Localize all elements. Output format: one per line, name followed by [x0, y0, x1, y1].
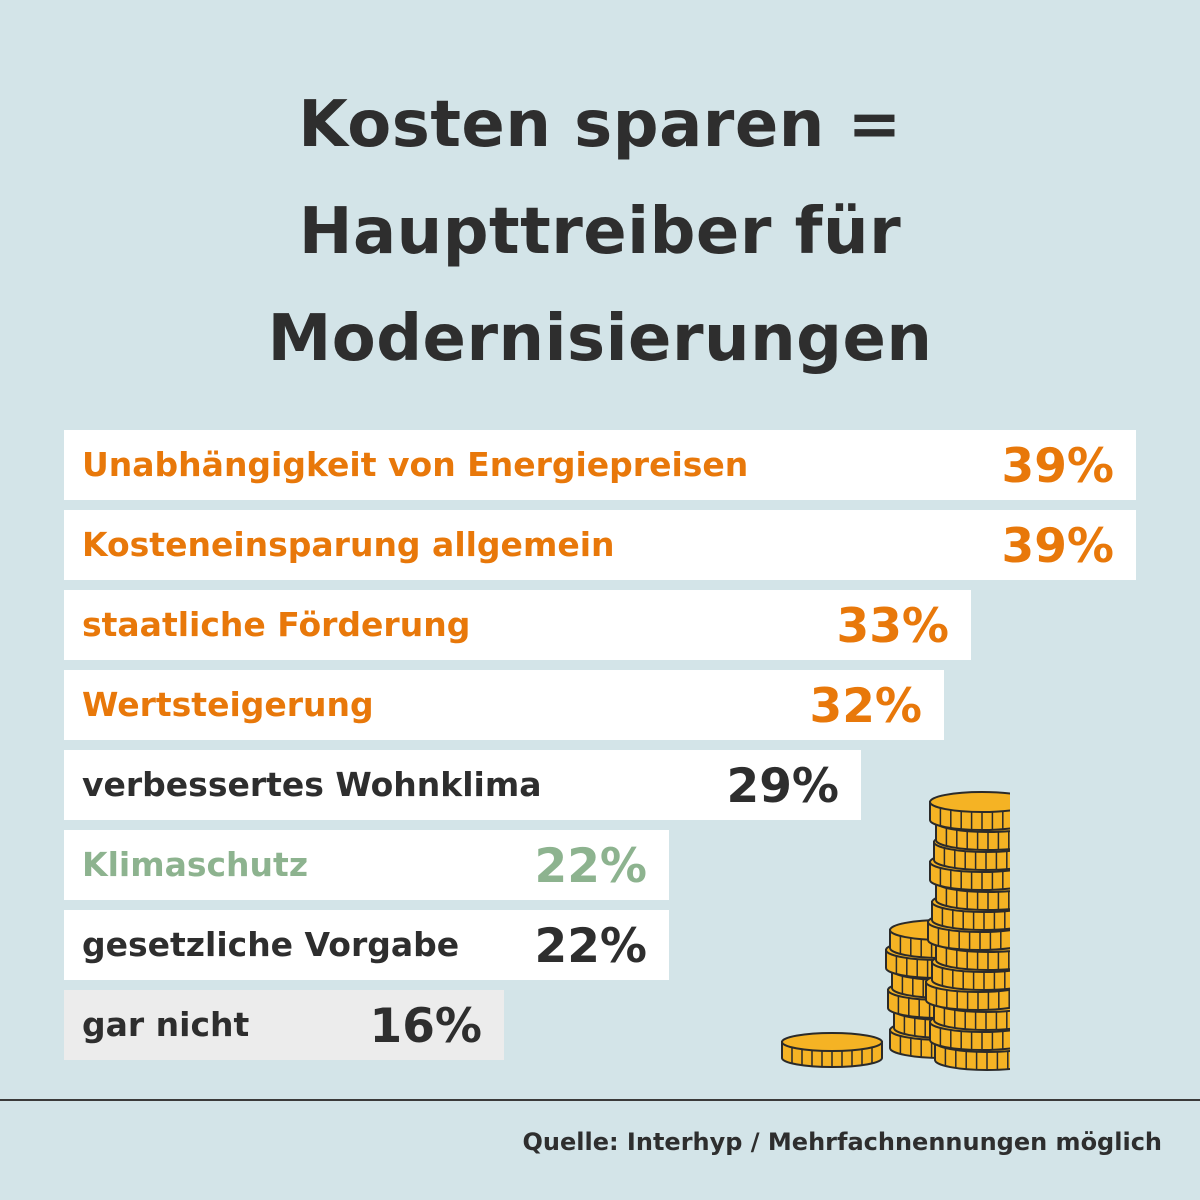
- bar-label: staatliche Förderung: [82, 605, 471, 644]
- bar-label: Klimaschutz: [82, 845, 309, 884]
- coin: [781, 1032, 883, 1068]
- bar-value: 29%: [726, 759, 840, 814]
- bar: Unabhängigkeit von Energiepreisen 39%: [64, 430, 1136, 500]
- bar: Wertsteigerung 32%: [64, 670, 944, 740]
- coins-icon: [781, 791, 1010, 1071]
- bar-label: Kosteneinsparung allgemein: [82, 525, 615, 564]
- bar: staatliche Förderung 33%: [64, 590, 971, 660]
- bar-chart: Unabhängigkeit von Energiepreisen 39% Kost…: [64, 430, 1136, 1060]
- chart-title: Kosten sparen = Haupttreiber für Moderni…: [0, 72, 1200, 393]
- bar: Klimaschutz 22%: [64, 830, 669, 900]
- bar-value: 22%: [534, 839, 648, 894]
- bar: gesetzliche Vorgabe 22%: [64, 910, 669, 980]
- footer-divider: [0, 1099, 1200, 1101]
- bar-value: 39%: [1001, 439, 1115, 494]
- bar-value: 32%: [809, 679, 923, 734]
- bar-value: 22%: [534, 919, 648, 974]
- bar-label: gesetzliche Vorgabe: [82, 925, 460, 964]
- title-line-1: Kosten sparen =: [298, 88, 902, 162]
- title-line-2: Haupttreiber für: [298, 195, 902, 269]
- coin: [929, 791, 1010, 831]
- bar-value: 33%: [836, 599, 950, 654]
- bar-label: gar nicht: [82, 1005, 250, 1044]
- title-line-3: Modernisierungen: [267, 302, 933, 376]
- bar: verbessertes Wohnklima 29%: [64, 750, 861, 820]
- bar-value: 16%: [369, 999, 483, 1054]
- bar: gar nicht 16%: [64, 990, 504, 1060]
- bar: Kosteneinsparung allgemein 39%: [64, 510, 1136, 580]
- bar-value: 39%: [1001, 519, 1115, 574]
- bar-label: Wertsteigerung: [82, 685, 374, 724]
- bar-label: Unabhängigkeit von Energiepreisen: [82, 445, 749, 484]
- source-note: Quelle: Interhyp / Mehrfachnennungen mög…: [522, 1128, 1162, 1156]
- bar-label: verbessertes Wohnklima: [82, 765, 542, 804]
